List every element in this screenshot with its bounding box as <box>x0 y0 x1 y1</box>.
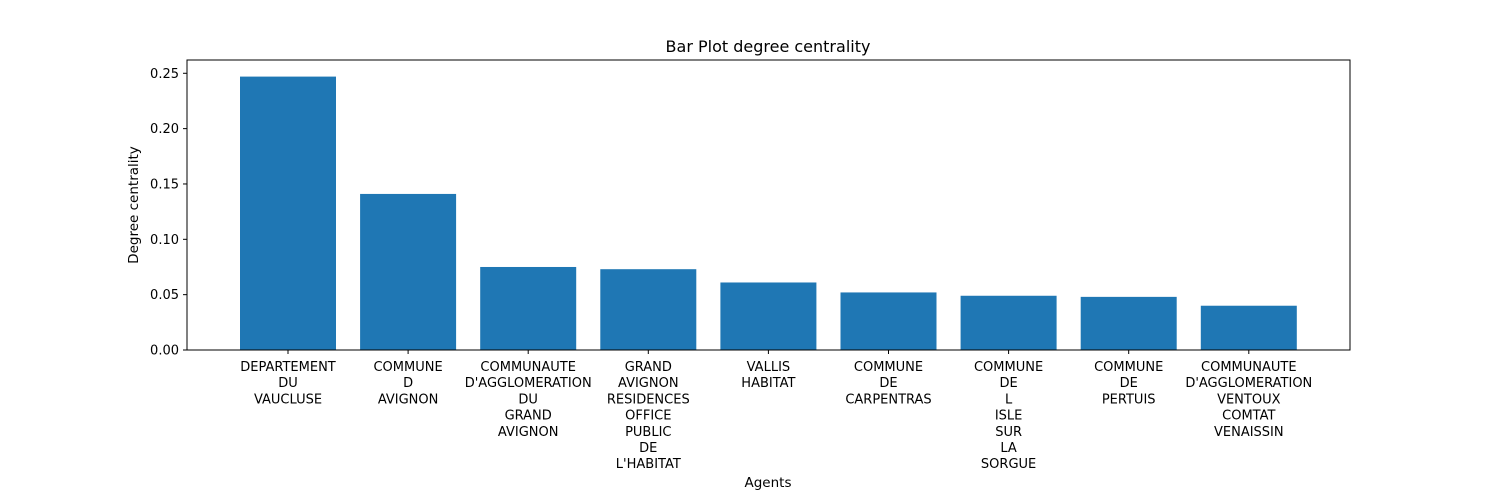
y-tick-label: 0.25 <box>150 67 179 82</box>
y-tick-label: 0.20 <box>150 122 179 137</box>
y-tick-label: 0.10 <box>150 233 179 248</box>
plot-frame <box>186 59 1351 351</box>
x-tick-label: GRAND AVIGNON RESIDENCES OFFICE PUBLIC DE L'HA… <box>607 360 690 472</box>
bar-9 <box>1200 305 1297 350</box>
bar-6 <box>840 292 937 350</box>
bars-group <box>240 76 1297 350</box>
x-tick-label: COMMUNAUTE D'AGGLOMERATION DU GRAND AVIGNON <box>465 360 592 440</box>
bar-8 <box>1080 296 1177 350</box>
x-tick-label: DEPARTEMENT DU VAUCLUSE <box>240 360 336 407</box>
chart-title: Bar Plot degree centrality <box>666 37 871 56</box>
x-tick-label: COMMUNE DE L ISLE SUR LA SORGUE <box>974 360 1043 472</box>
bar-3 <box>480 266 577 350</box>
bar-2 <box>360 193 457 350</box>
y-axis-ticks: 0.00 0.05 0.10 0.15 0.20 0.25 <box>150 67 187 359</box>
x-axis-label: Agents <box>745 475 792 491</box>
y-tick-label: 0.15 <box>150 177 179 192</box>
bar-5 <box>720 282 817 350</box>
y-tick-label: 0.00 <box>150 344 179 359</box>
bar-4 <box>600 269 697 350</box>
x-tick-label: COMMUNE DE PERTUIS <box>1094 360 1163 407</box>
x-tick-label: COMMUNE DE CARPENTRAS <box>845 360 931 407</box>
y-axis-label: Degree centrality <box>126 146 142 264</box>
x-axis-ticks: DEPARTEMENT DU VAUCLUSE COMMUNE D AVIGNON COMM… <box>240 350 1312 472</box>
bar-7 <box>960 295 1057 350</box>
x-tick-label: VALLIS HABITAT <box>741 360 795 391</box>
x-tick-label: COMMUNE D AVIGNON <box>373 360 442 407</box>
y-tick-label: 0.05 <box>150 288 179 303</box>
x-tick-label: COMMUNAUTE D'AGGLOMERATION VENTOUX COMTAT VE… <box>1185 360 1312 440</box>
bar-1 <box>240 76 336 350</box>
